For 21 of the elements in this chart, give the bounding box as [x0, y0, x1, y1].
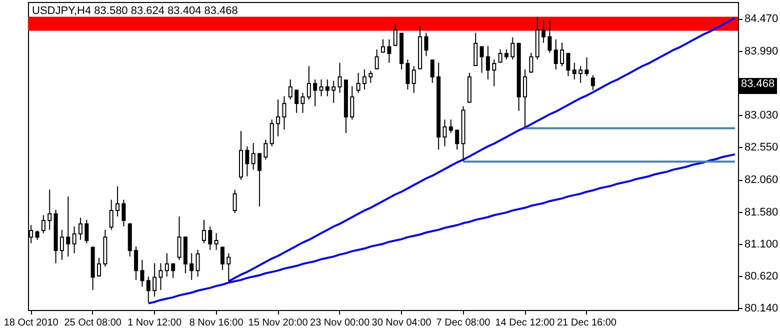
- y-tick-label: 82.550: [744, 141, 778, 154]
- chart-title: USDJPY,H4 83.580 83.624 83.404 83.468: [32, 5, 238, 17]
- x-tick-label: 8 Nov 16:00: [189, 318, 244, 328]
- x-tick-label: 14 Dec 12:00: [495, 318, 556, 328]
- text: 83.468: [739, 78, 777, 94]
- x-tick-label: 7 Dec 08:00: [436, 318, 491, 328]
- y-tick-label: 81.580: [744, 206, 778, 218]
- x-tick-label: 30 Nov 04:00: [372, 318, 432, 328]
- x-tick-label: 1 Nov 12:00: [128, 318, 182, 328]
- x-tick-label: 25 Oct 08:00: [64, 318, 122, 328]
- y-tick-label: 80.620: [744, 270, 778, 282]
- x-tick-label: 23 Nov 00:00: [310, 318, 370, 328]
- x-tick-label: 15 Nov 20:00: [248, 318, 308, 328]
- y-tick-label: 83.030: [744, 109, 778, 122]
- x-tick-label: 21 Dec 16:00: [556, 318, 617, 328]
- x-tick-label: 18 Oct 2010: [4, 318, 59, 328]
- y-tick-label: 84.470: [744, 13, 778, 26]
- y-tick-label: 81.100: [744, 238, 778, 250]
- y-tick-label: 82.060: [744, 174, 778, 186]
- y-tick-label: 83.990: [744, 45, 778, 58]
- y-tick-label: 80.140: [744, 302, 778, 314]
